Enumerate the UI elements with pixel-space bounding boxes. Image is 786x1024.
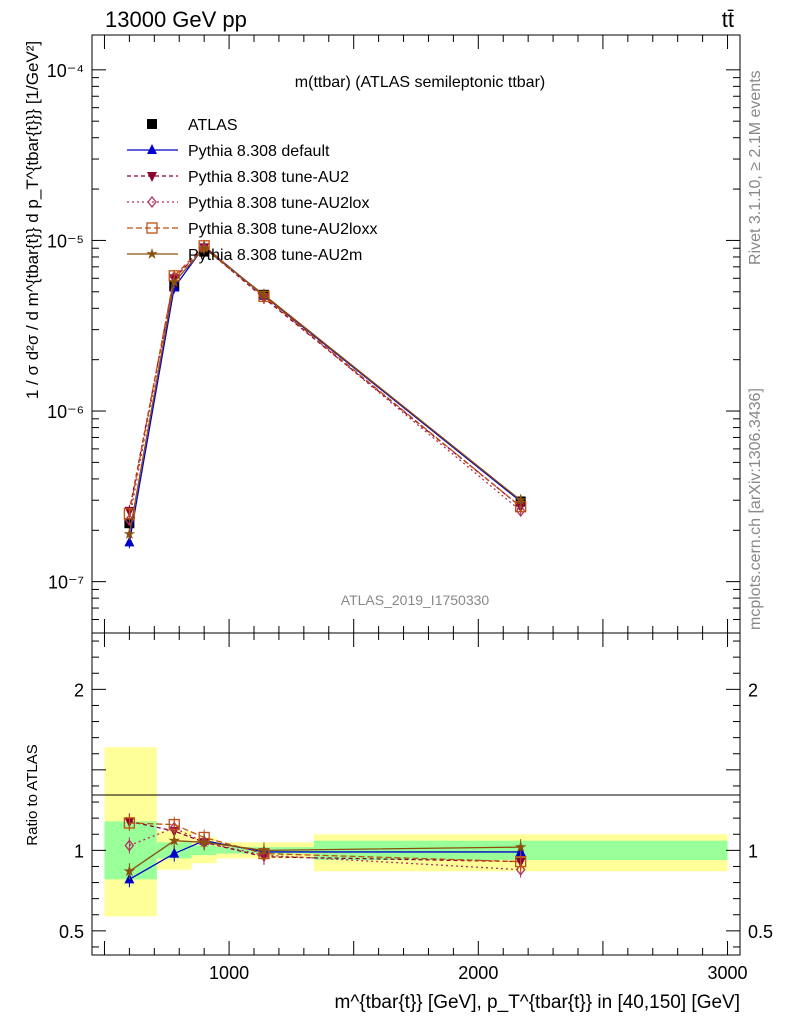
- main-data-point: [168, 276, 180, 287]
- main-data-point: [515, 494, 527, 506]
- main-series-4: [123, 239, 527, 520]
- main-y-axis: 10⁻⁷ 10⁻⁶ 10⁻⁵ 10⁻⁴: [47, 61, 740, 634]
- legend-marker: [147, 119, 157, 129]
- header-left: 13000 GeV pp: [105, 7, 247, 32]
- ratio-x-tick-label: 2000: [458, 963, 498, 983]
- ratio-xlabel: m^{tbar{t}} [GeV], p_T^{tbar{t}} in [40,…: [335, 992, 741, 1013]
- legend-entry-1: Pythia 8.308 default: [127, 143, 330, 160]
- main-data-point: [198, 242, 210, 254]
- legend-marker: [147, 172, 157, 182]
- ratio-data-point: [124, 839, 135, 852]
- main-series-3: [124, 242, 526, 526]
- ratio-data-point: [123, 865, 136, 877]
- rivet-label: Rivet 3.1.10, ≥ 2.1M events: [747, 70, 764, 265]
- ratio-plot-panel: 0.5 0.5 1 1 2 2 1000 2000 3000 Ratio to ATLAS m…: [24, 632, 773, 1013]
- main-series-line: [128, 247, 522, 521]
- ratio-x-tick-label: 3000: [708, 963, 748, 983]
- main-y-tick-label: 10⁻⁶: [47, 402, 84, 422]
- main-y-tick-label: 10⁻⁴: [47, 61, 84, 81]
- legend-marker: [146, 222, 158, 234]
- main-series-line: [128, 244, 522, 514]
- main-series-line: [128, 245, 522, 543]
- ratio-data-point: [515, 841, 527, 852]
- main-series-5: [123, 242, 527, 541]
- ratio-data-point: [515, 863, 526, 876]
- main-series-line: [128, 247, 522, 535]
- mcplots-label: mcplots.cern.ch [arXiv:1306.3436]: [747, 388, 764, 630]
- legend-marker: [146, 248, 158, 259]
- legend-marker: [147, 195, 157, 209]
- ratio-data-point: [168, 818, 180, 831]
- legend-label: Pythia 8.308 tune-AU2: [188, 169, 349, 186]
- legend-label: Pythia 8.308 tune-AU2lox: [188, 195, 369, 212]
- ratio-y-tick-label-left: 2: [74, 680, 84, 700]
- main-y-tick-label: 10⁻⁷: [48, 573, 84, 593]
- main-series-0: [124, 245, 526, 530]
- ratio-y-tick-label-left: 0.5: [59, 922, 84, 942]
- legend-entry-2: Pythia 8.308 tune-AU2: [127, 169, 349, 186]
- legend-label: ATLAS: [188, 117, 238, 134]
- ratio-y-tick-label-left: 1: [74, 841, 84, 861]
- main-y-tick-label: 10⁻⁵: [47, 231, 84, 251]
- legend-entry-3: Pythia 8.308 tune-AU2lox: [127, 195, 369, 212]
- ratio-x-tick-label: 1000: [209, 963, 249, 983]
- main-title: m(ttbar) (ATLAS semileptonic ttbar): [295, 74, 545, 91]
- main-data-point: [258, 288, 270, 300]
- legend-entry-4: Pythia 8.308 tune-AU2loxx: [127, 221, 377, 238]
- legend-marker: [147, 144, 157, 154]
- ratio-data-point: [169, 847, 180, 858]
- ratio-uncertainty-bands: [104, 747, 728, 917]
- ratio-data-point: [123, 817, 136, 829]
- ratio-data-point: [168, 834, 180, 846]
- ratio-data-point: [515, 855, 527, 868]
- ratio-series-group: [123, 813, 527, 888]
- legend-label: Pythia 8.308 default: [188, 143, 330, 160]
- ratio-y-tick-label-right: 1: [748, 841, 758, 861]
- ratio-y-tick-label-right: 2: [748, 680, 758, 700]
- ratio-frame: [91, 632, 741, 956]
- header-right: tt̄: [722, 7, 734, 32]
- ratio-y-axis: 0.5 0.5 1 1 2 2: [59, 640, 773, 948]
- main-series-1: [124, 240, 526, 549]
- ratio-x-axis: 1000 2000 3000: [103, 633, 748, 983]
- main-series-line: [128, 246, 522, 511]
- ratio-data-point: [198, 836, 210, 848]
- main-x-ticks: [103, 35, 729, 633]
- main-plot-panel: m(ttbar) (ATLAS semileptonic ttbar) ATLA…: [23, 34, 741, 634]
- ratio-y-tick-label-right: 0.5: [748, 922, 773, 942]
- main-ylabel: 1 / σ d²σ / d m^{tbar{t}} d p_T^{tbar{t}…: [23, 41, 42, 399]
- main-series-group: [123, 239, 527, 549]
- legend-label: Pythia 8.308 tune-AU2m: [188, 247, 362, 264]
- main-data-point: [515, 504, 526, 517]
- analysis-id: ATLAS_2019_I1750330: [341, 592, 490, 608]
- legend-label: Pythia 8.308 tune-AU2loxx: [188, 221, 377, 238]
- main-series-2: [124, 241, 526, 517]
- legend-entry-0: ATLAS: [147, 117, 238, 134]
- legend: ATLAS Pythia 8.308 default Pythia 8.308 tu…: [127, 117, 377, 264]
- legend-entry-5: Pythia 8.308 tune-AU2m: [127, 247, 362, 264]
- main-data-point: [123, 528, 136, 539]
- ratio-data-point: [258, 844, 270, 856]
- main-data-point: [124, 536, 135, 547]
- ratio-band-green: [191, 845, 217, 856]
- ratio-ylabel: Ratio to ATLAS: [24, 744, 41, 845]
- main-data-point: [123, 508, 136, 520]
- ratio-series-4: [123, 832, 527, 880]
